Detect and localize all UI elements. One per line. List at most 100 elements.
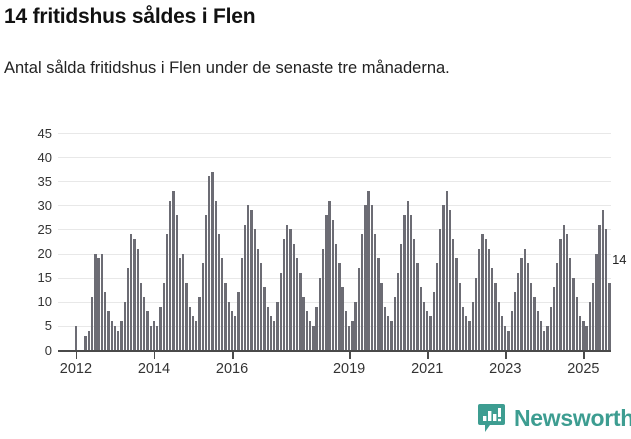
bar <box>452 239 455 350</box>
x-axis-tick-label: 2025 <box>567 361 600 377</box>
bar <box>426 311 429 350</box>
bar <box>604 229 608 350</box>
bar <box>250 210 253 350</box>
bar <box>263 287 266 350</box>
x-axis-tick-label: 2019 <box>332 361 366 377</box>
bar <box>247 205 250 350</box>
x-axis-tick-label: 2012 <box>59 361 93 377</box>
gridline <box>58 253 611 255</box>
gridline <box>58 133 611 134</box>
bar <box>367 190 370 350</box>
bar <box>230 311 234 350</box>
x-axis-tick <box>232 352 234 359</box>
bar <box>214 200 217 350</box>
bar <box>539 321 543 350</box>
bar <box>84 335 87 350</box>
bar <box>377 258 380 350</box>
gridline <box>58 181 611 183</box>
newsworthy-wordmark: Newsworthy <box>514 405 631 431</box>
bar <box>370 205 374 350</box>
bar <box>94 253 97 350</box>
bar <box>152 321 156 350</box>
bar <box>448 210 452 350</box>
bar <box>302 296 305 350</box>
x-axis-tick-label: 2014 <box>137 361 171 377</box>
bar <box>221 258 224 350</box>
bar <box>139 282 143 350</box>
bar <box>556 263 559 350</box>
bar <box>312 325 315 350</box>
bar <box>533 296 536 350</box>
bar <box>149 325 152 350</box>
y-axis-tick-label: 35 <box>37 173 52 189</box>
bar <box>354 301 357 350</box>
y-axis-tick-label: 45 <box>37 125 52 141</box>
bar <box>429 316 432 350</box>
bar <box>123 301 126 350</box>
bar <box>439 229 442 350</box>
bar <box>117 330 120 350</box>
bar <box>175 214 178 350</box>
bar <box>562 224 565 350</box>
bar <box>201 263 204 350</box>
bar <box>321 248 325 350</box>
page-subtitle: Antal sålda fritidshus i Flen under de s… <box>4 59 450 77</box>
bar <box>299 272 302 350</box>
bar <box>224 282 227 350</box>
bar <box>208 176 211 350</box>
bar <box>468 321 471 350</box>
bar <box>269 316 273 350</box>
x-axis-line <box>58 350 611 352</box>
bar <box>543 330 546 350</box>
bar <box>471 301 474 350</box>
x-axis-tick <box>583 352 585 359</box>
y-axis-tick-label: 0 <box>44 342 52 358</box>
bar <box>182 253 185 350</box>
bar <box>266 306 269 350</box>
gridline <box>58 325 611 327</box>
bar <box>295 258 299 350</box>
bar <box>172 190 175 350</box>
bar <box>318 277 322 350</box>
bar <box>143 296 146 350</box>
bar <box>279 272 282 350</box>
bar <box>344 311 348 350</box>
y-axis-tick-label: 25 <box>37 221 52 237</box>
bar <box>575 296 578 350</box>
bar <box>507 330 510 350</box>
bar <box>458 282 461 350</box>
bar <box>360 234 364 350</box>
bar <box>328 200 331 350</box>
x-axis-tick <box>505 352 507 359</box>
bar <box>253 229 256 350</box>
bar <box>513 292 517 350</box>
bar <box>373 234 377 350</box>
bar <box>103 292 107 350</box>
bar <box>383 306 387 350</box>
x-axis-tick-label: 2016 <box>215 361 249 377</box>
bar <box>273 321 276 350</box>
x-axis-tick-label: 2021 <box>411 361 444 377</box>
bar <box>409 214 413 350</box>
bar <box>133 239 136 350</box>
bar <box>130 234 133 350</box>
gridline <box>58 277 611 279</box>
bar-chart: 0 5 10 15 20 25 30 35 40 45 14 2012 2014 2016 2019 20… <box>0 125 631 377</box>
bar <box>315 306 318 350</box>
bar <box>517 272 520 350</box>
bar <box>185 282 188 350</box>
bar <box>97 258 100 350</box>
bar <box>110 321 113 350</box>
bar <box>217 234 221 350</box>
bar <box>608 282 611 350</box>
bar <box>403 214 406 350</box>
bar <box>165 234 169 350</box>
gridline <box>58 229 611 231</box>
y-axis-tick-label: 10 <box>37 294 52 310</box>
newsworthy-logo[interactable]: Newsworthy <box>478 404 631 433</box>
bar <box>435 263 439 350</box>
bar <box>113 325 117 350</box>
bar <box>159 306 162 350</box>
bar <box>308 321 312 350</box>
